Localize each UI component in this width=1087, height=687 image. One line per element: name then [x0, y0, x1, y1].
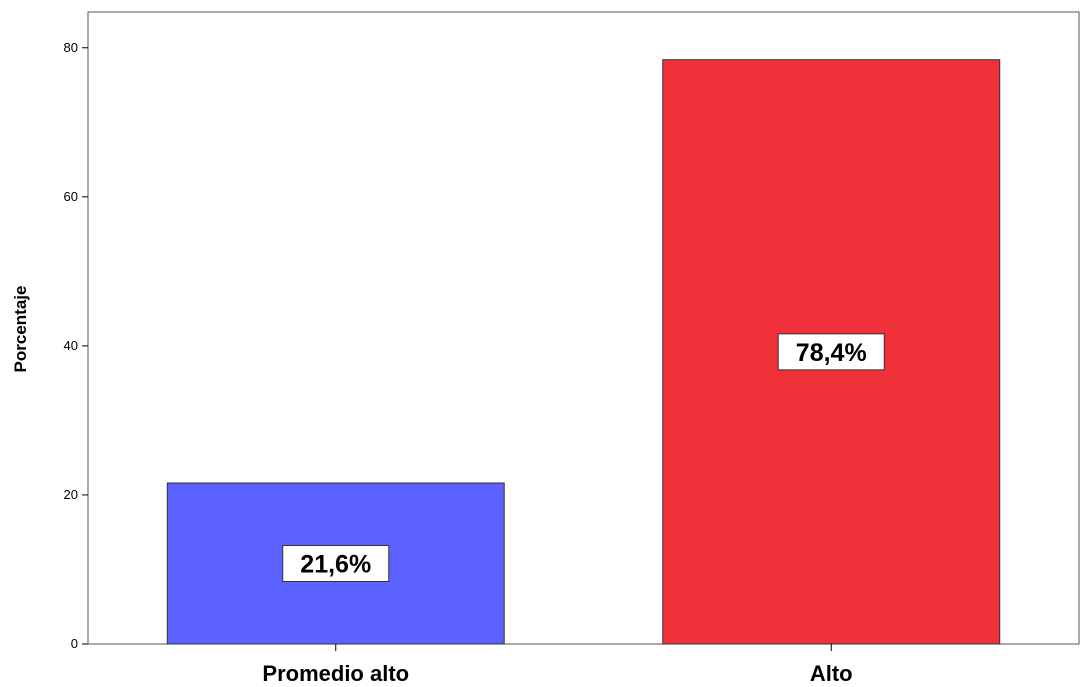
y-tick-label: 60: [64, 189, 78, 204]
y-tick-label: 80: [64, 40, 78, 55]
y-axis: 0 20 40 60 80: [64, 40, 88, 651]
y-tick-label: 20: [64, 487, 78, 502]
y-tick-label: 40: [64, 338, 78, 353]
data-label: 21,6%: [300, 551, 371, 579]
y-axis-title: Porcentaje: [11, 286, 30, 373]
x-axis: Promedio alto Alto: [262, 644, 853, 686]
data-label-box: [282, 545, 390, 583]
bars: 21,6% 78,4%: [166, 59, 1001, 645]
x-tick-label: Alto: [810, 661, 853, 686]
data-label-box: [777, 333, 885, 371]
y-tick-label: 0: [71, 636, 78, 651]
x-tick-label: Promedio alto: [262, 661, 409, 686]
data-label: 78,4%: [796, 339, 867, 367]
